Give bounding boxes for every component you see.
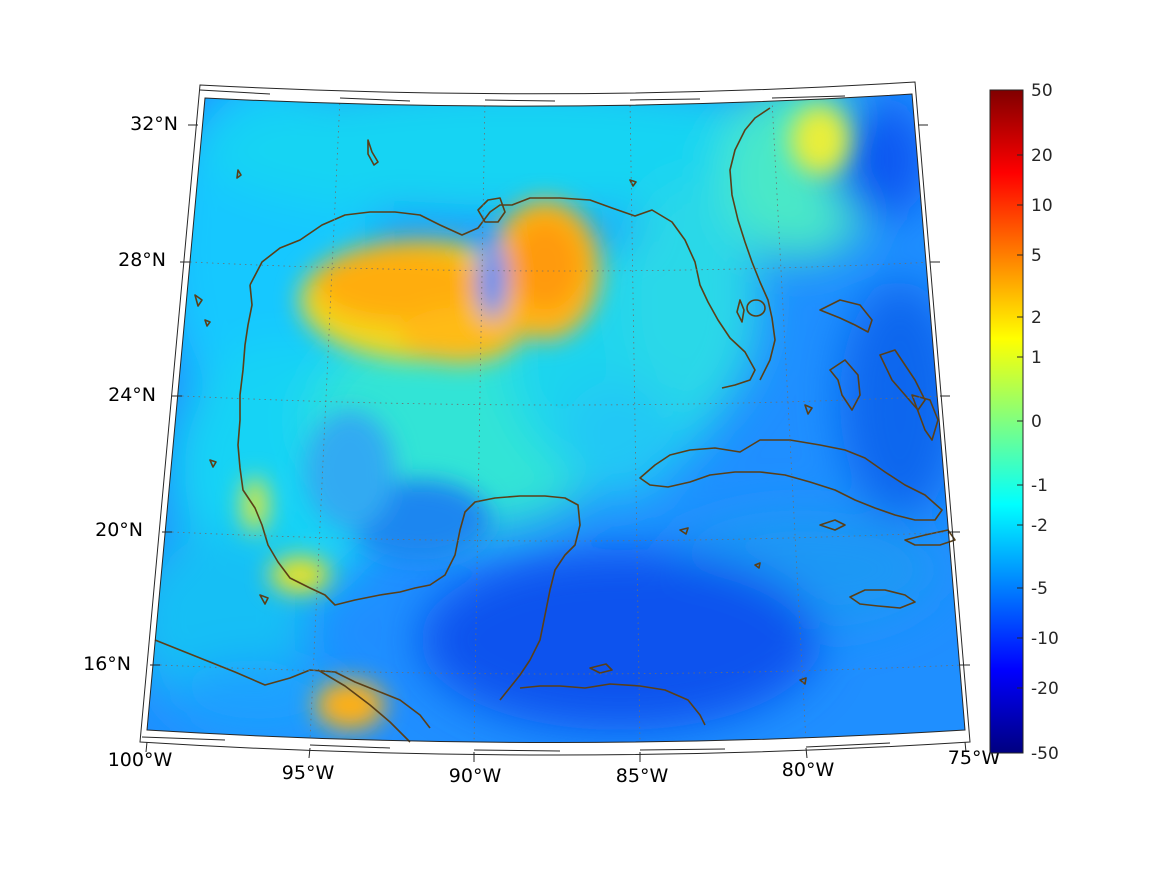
lon-label: 80°W [782,759,835,781]
lon-label: 85°W [616,765,669,787]
map-data-field [147,94,965,743]
colorbar-tick-label: 0 [1031,412,1042,432]
colorbar-tick-label: 50 [1031,81,1053,101]
map-frame [139,81,971,762]
colorbar-tick-label: -20 [1031,679,1059,699]
colorbar-tick-label: -50 [1031,744,1059,764]
colorbar-tick-label: -5 [1031,579,1048,599]
colorbar-tick-label: -2 [1031,516,1048,536]
colorbar-tick-label: 10 [1031,196,1053,216]
latitude-labels: 32°N 28°N 24°N 20°N 16°N [83,113,178,675]
lon-label: 100°W [108,749,173,771]
lat-label: 20°N [95,519,143,541]
graticule [159,97,963,743]
colorbar: 50 20 10 5 2 1 0 -1 -2 -5 -10 -20 -50 [989,81,1059,764]
lon-label: 75°W [948,747,1001,769]
lat-label: 16°N [83,653,131,675]
colorbar-tick-label: -1 [1031,476,1048,496]
colorbar-tick-label: 1 [1031,348,1042,368]
lon-label: 90°W [449,765,502,787]
colorbar-tick-label: 2 [1031,308,1042,328]
colorbar-tick-label: 5 [1031,246,1042,266]
longitude-labels: 100°W 95°W 90°W 85°W 80°W 75°W [108,747,1001,787]
lat-label: 28°N [118,249,166,271]
lat-label: 24°N [108,384,156,406]
colorbar-tick-label: -10 [1031,629,1059,649]
lat-label: 32°N [130,113,178,135]
lon-label: 95°W [282,762,335,784]
colorbar-tick-label: 20 [1031,146,1053,166]
coastlines [154,107,956,743]
